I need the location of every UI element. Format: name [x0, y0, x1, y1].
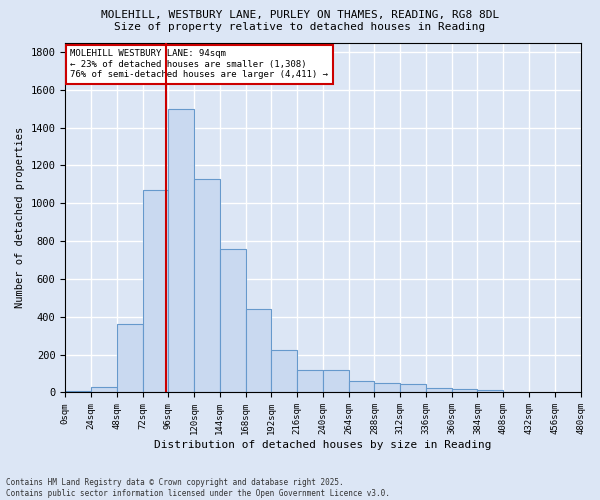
Bar [169, 108, 194, 393]
Text: Contains HM Land Registry data © Crown copyright and database right 2025.
Contai: Contains HM Land Registry data © Crown c… [6, 478, 390, 498]
Bar [323, 370, 349, 392]
Bar [220, 248, 245, 392]
Bar [117, 324, 143, 392]
X-axis label: Distribution of detached houses by size in Reading: Distribution of detached houses by size … [154, 440, 491, 450]
Bar [374, 383, 400, 392]
Bar [65, 390, 91, 392]
Text: MOLEHILL, WESTBURY LANE, PURLEY ON THAMES, READING, RG8 8DL: MOLEHILL, WESTBURY LANE, PURLEY ON THAME… [101, 10, 499, 20]
Bar [143, 190, 169, 392]
Text: Size of property relative to detached houses in Reading: Size of property relative to detached ho… [115, 22, 485, 32]
Bar [271, 350, 297, 393]
Bar [91, 387, 117, 392]
Bar [478, 390, 503, 392]
Bar [426, 388, 452, 392]
Bar [349, 381, 374, 392]
Bar [452, 388, 478, 392]
Bar [400, 384, 426, 392]
Text: MOLEHILL WESTBURY LANE: 94sqm
← 23% of detached houses are smaller (1,308)
76% o: MOLEHILL WESTBURY LANE: 94sqm ← 23% of d… [70, 50, 328, 80]
Y-axis label: Number of detached properties: Number of detached properties [15, 127, 25, 308]
Bar [297, 370, 323, 392]
Bar [245, 309, 271, 392]
Bar [194, 178, 220, 392]
